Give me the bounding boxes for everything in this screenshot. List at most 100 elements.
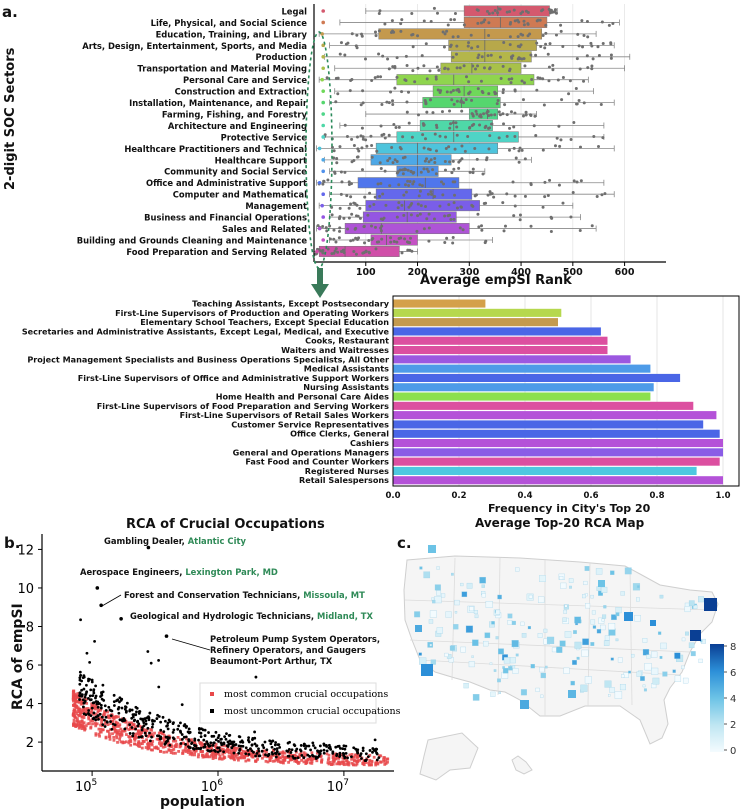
boxplot-point xyxy=(425,110,429,114)
map-city-square xyxy=(430,659,436,665)
scatter-point-common xyxy=(131,727,135,731)
down-arrow-icon xyxy=(311,268,329,298)
scatter-point-uncommon xyxy=(128,709,132,713)
scatter-point-uncommon xyxy=(92,689,96,693)
scatter-point-common xyxy=(264,759,268,763)
boxplot-point xyxy=(379,229,383,233)
boxplot-point xyxy=(434,123,438,127)
scatter-point-common xyxy=(274,757,278,760)
scatter-point-common xyxy=(345,755,349,759)
boxplot-point xyxy=(374,34,378,38)
scatter-point-common xyxy=(370,763,373,767)
bar xyxy=(393,401,694,410)
scatter-point-common xyxy=(176,736,180,739)
boxplot-highlight-point xyxy=(321,169,326,174)
map-city-square xyxy=(681,637,686,642)
boxplot-point xyxy=(455,133,459,137)
map-city-square xyxy=(515,653,519,657)
scatter-point-uncommon xyxy=(92,716,96,720)
scatter-point-common xyxy=(261,756,264,760)
bar-x-ticks: 0.0 0.2 0.4 0.6 0.8 1.0 xyxy=(385,491,730,501)
bar-category-label: Cashiers xyxy=(350,438,389,448)
boxplot-highlight-point xyxy=(321,20,326,25)
boxplot-point xyxy=(508,35,512,39)
scatter-point-common xyxy=(244,759,248,763)
hawaii-outline xyxy=(511,755,533,775)
scatter-x-tick-label: 107 xyxy=(327,778,349,795)
colorbar-tick-label: 4 xyxy=(730,694,736,705)
scatter-point-common xyxy=(124,720,128,724)
scatter-point-common xyxy=(169,743,173,747)
boxplot-point xyxy=(470,203,474,207)
scatter-annotation-place: Beaumont-Port Arthur, TX xyxy=(210,656,333,666)
boxplot-point xyxy=(512,125,516,129)
boxplot-point xyxy=(377,240,381,244)
scatter-point-common xyxy=(172,748,176,751)
map-city-square xyxy=(436,590,442,596)
scatter-point-common xyxy=(123,729,127,733)
scatter-point-uncommon xyxy=(117,711,121,715)
scatter-point-common xyxy=(236,756,239,760)
scatter-point-uncommon xyxy=(273,743,277,747)
scatter-point-common xyxy=(72,718,76,722)
scatter-legend-box xyxy=(199,682,377,724)
map-city-square xyxy=(568,690,576,698)
scatter-point-uncommon xyxy=(316,750,320,754)
scatter-point-common xyxy=(356,753,360,757)
scatter-point-common xyxy=(80,720,84,724)
scatter-point-uncommon xyxy=(366,755,370,759)
boxplot-point xyxy=(362,224,366,228)
map-city-square xyxy=(562,617,567,622)
scatter-point-uncommon xyxy=(79,674,82,677)
scatter-point-common xyxy=(78,723,82,727)
scatter-point-common xyxy=(79,702,83,706)
boxplot-point xyxy=(568,79,572,83)
scatter-point-common xyxy=(289,754,293,758)
scatter-point-uncommon xyxy=(155,717,159,720)
map-city-square xyxy=(502,667,509,674)
scatter-point-common xyxy=(207,746,211,750)
boxplot-point xyxy=(559,23,563,27)
map-city-square xyxy=(580,684,588,692)
scatter-point-common xyxy=(107,716,110,719)
boxplot-point xyxy=(379,167,383,171)
scatter-point-common xyxy=(76,692,80,695)
scatter-point-uncommon xyxy=(122,716,126,720)
scatter-point-uncommon xyxy=(220,743,224,747)
scatter-point-uncommon xyxy=(148,711,152,715)
boxplot-point xyxy=(397,183,401,187)
map-city-square xyxy=(429,643,432,647)
boxplot-point xyxy=(441,193,445,197)
scatter-point-common xyxy=(254,760,258,763)
scatter-point-common xyxy=(221,752,225,756)
map-city-square xyxy=(419,566,423,570)
scatter-point-common xyxy=(111,719,115,723)
boxplot-point xyxy=(508,67,512,71)
colorbar-tick-label: 8 xyxy=(730,642,736,653)
map-city-square xyxy=(559,640,566,647)
scatter-point-uncommon xyxy=(99,706,103,710)
map-city-square xyxy=(481,584,485,588)
scatter-point-uncommon xyxy=(140,728,144,732)
boxplot-point xyxy=(514,156,518,160)
scatter-point-uncommon xyxy=(302,756,306,759)
bar xyxy=(393,392,651,401)
scatter-point-common xyxy=(289,755,292,759)
boxplot-point xyxy=(336,92,340,96)
map-city-square xyxy=(698,658,703,663)
scatter-point-uncommon xyxy=(82,687,86,691)
scatter-point-common xyxy=(279,751,282,755)
map-city-square xyxy=(674,675,682,682)
boxplot-point xyxy=(378,161,382,165)
boxplot-point xyxy=(513,89,517,93)
boxplot-point xyxy=(376,182,380,186)
map-city-square xyxy=(472,639,479,646)
scatter-point-uncommon xyxy=(254,675,258,679)
boxplot-point xyxy=(505,192,509,196)
scatter-y-tick-label: 8 xyxy=(26,620,34,635)
bar xyxy=(393,355,631,364)
bar-series xyxy=(393,299,723,485)
scatter-point-common xyxy=(229,749,233,753)
boxplot-point xyxy=(505,113,509,117)
scatter-point-common xyxy=(215,747,219,751)
